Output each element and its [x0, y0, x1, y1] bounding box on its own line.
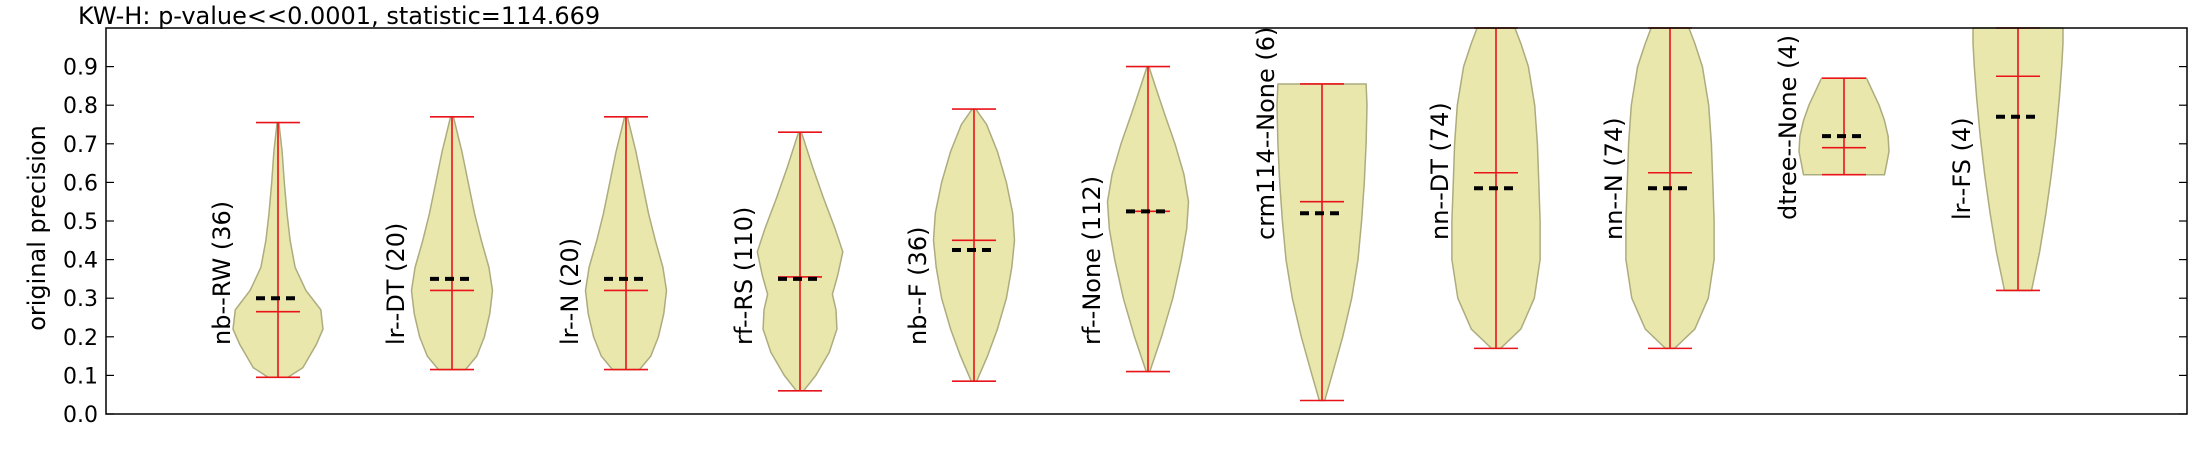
category-label: nb--RW (36) — [208, 201, 236, 345]
category-label: lr--FS (4) — [1948, 117, 1976, 220]
chart-title: KW-H: p-value<<0.0001, statistic=114.669 — [78, 2, 600, 30]
category-label: nb--F (36) — [904, 227, 932, 345]
y-tick-label: 0.9 — [63, 56, 98, 81]
y-tick-label: 0.3 — [63, 287, 98, 312]
violin-group: rf--None (112) — [1078, 65, 1190, 373]
violin-group: rf--RS (110) — [730, 131, 844, 392]
y-tick-label: 0.7 — [63, 133, 98, 158]
y-tick-label: 0.8 — [63, 94, 98, 119]
violin-group: dtree--None (4) — [1774, 35, 1890, 220]
category-label: nn--DT (74) — [1426, 102, 1454, 240]
y-axis-ticks: 0.0 0.1 0.2 0.3 0.4 0.5 0.6 0.7 0.8 0.9 — [63, 56, 2187, 428]
y-tick-label: 0.6 — [63, 171, 98, 196]
violin-group: nb--F (36) — [904, 108, 1016, 382]
y-tick-label: 0.4 — [63, 249, 98, 274]
y-axis-label: original precision — [23, 125, 51, 331]
y-tick-label: 0.2 — [63, 326, 98, 351]
violin-group: nb--RW (36) — [208, 121, 324, 379]
violin-group: lr--FS (4) — [1948, 27, 2064, 292]
category-label: crm114--None (6) — [1252, 27, 1280, 240]
y-tick-label: 0.1 — [63, 364, 98, 389]
category-label: rf--RS (110) — [730, 207, 758, 345]
plot-frame — [105, 27, 2188, 415]
violin-group: nn--N (74) — [1600, 27, 1715, 350]
violin-group: nn--DT (74) — [1426, 27, 1541, 350]
y-tick-label: 0.5 — [63, 210, 98, 235]
category-label: dtree--None (4) — [1774, 35, 1802, 220]
category-label: lr--DT (20) — [382, 223, 410, 345]
violin-group: lr--DT (20) — [382, 115, 494, 371]
violin-group: lr--N (20) — [556, 115, 668, 371]
category-label: nn--N (74) — [1600, 117, 1628, 240]
category-label: lr--N (20) — [556, 238, 584, 345]
category-label: rf--None (112) — [1078, 176, 1106, 345]
violin-group: crm114--None (6) — [1252, 27, 1368, 402]
y-tick-label: 0.0 — [63, 403, 98, 428]
violins: nb--RW (36) lr--DT (20) lr--N (20) rf--RS (… — [208, 27, 2064, 402]
